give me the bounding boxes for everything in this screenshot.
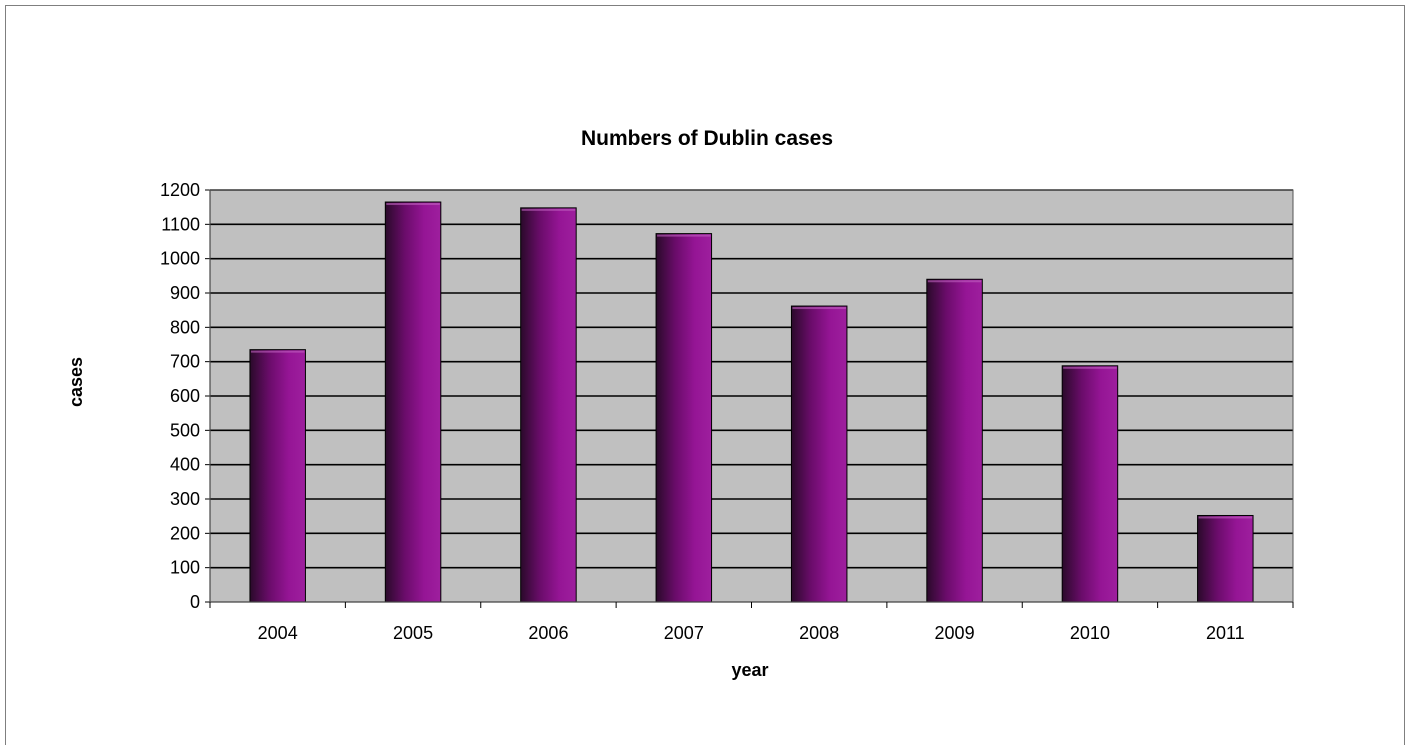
- x-tick-label: 2006: [528, 623, 568, 643]
- bar-top-highlight: [521, 208, 576, 211]
- bar-2008[interactable]: [790, 305, 848, 603]
- y-tick-label: 500: [170, 420, 200, 440]
- x-tick-label: 2004: [258, 623, 298, 643]
- bar-top-highlight: [386, 203, 440, 206]
- y-tick-label: 200: [170, 523, 200, 543]
- y-tick-label: 700: [170, 352, 200, 372]
- bar-top-highlight: [1063, 366, 1117, 369]
- y-tick-label: 1000: [160, 249, 200, 269]
- bar-2007[interactable]: [655, 233, 713, 603]
- bar-top-highlight: [1198, 516, 1253, 519]
- x-tick-label: 2008: [799, 623, 839, 643]
- bar-top-highlight: [792, 307, 846, 310]
- y-tick-label: 100: [170, 558, 200, 578]
- x-axis-label: year: [731, 660, 768, 680]
- bar-2009[interactable]: [926, 278, 983, 603]
- y-tick-label: 1200: [160, 180, 200, 200]
- x-tick-label: 2007: [664, 623, 704, 643]
- x-tick-label: 2011: [1206, 623, 1245, 643]
- bar-2005[interactable]: [384, 201, 442, 603]
- y-tick-label: 300: [170, 489, 200, 509]
- bar-2011[interactable]: [1197, 514, 1254, 603]
- y-tick-label: 400: [170, 455, 200, 475]
- x-tick-label: 2005: [393, 623, 433, 643]
- x-tick-label: 2010: [1070, 623, 1110, 643]
- y-tick-label: 0: [190, 592, 200, 612]
- bar-2010[interactable]: [1061, 365, 1119, 603]
- y-tick-label: 800: [170, 317, 200, 337]
- bar-2004[interactable]: [249, 349, 306, 603]
- bar-top-highlight: [250, 350, 305, 353]
- y-tick-label: 1100: [161, 214, 200, 234]
- x-tick-label: 2009: [935, 623, 975, 643]
- y-tick-label: 900: [170, 283, 200, 303]
- bar-top-highlight: [927, 280, 982, 283]
- bar-top-highlight: [657, 234, 711, 237]
- y-tick-label: 600: [170, 386, 200, 406]
- bar-2006[interactable]: [520, 207, 577, 603]
- y-axis-label: cases: [66, 357, 86, 407]
- chart-title: Numbers of Dublin cases: [581, 127, 833, 150]
